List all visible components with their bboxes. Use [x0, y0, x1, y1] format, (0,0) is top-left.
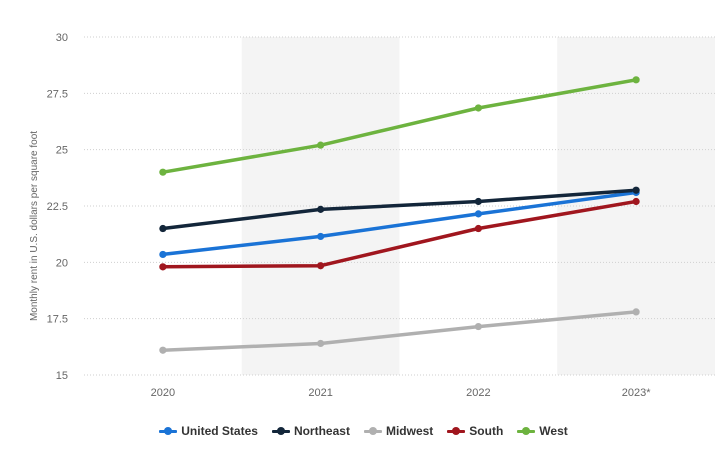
x-tick-label: 2022	[466, 387, 490, 399]
data-point-northeast	[159, 224, 167, 233]
series-line-midwest	[161, 310, 638, 352]
data-point-west	[474, 104, 482, 112]
legend-item-south[interactable]: South	[447, 424, 503, 438]
series-lines	[161, 78, 638, 352]
legend-item-midwest[interactable]: Midwest	[363, 424, 434, 438]
legend-item-united-states[interactable]: United States	[159, 424, 258, 438]
data-point-northeast	[317, 205, 325, 213]
data-point-midwest	[632, 308, 640, 316]
legend-marker	[363, 426, 382, 436]
legend-item-west[interactable]: West	[517, 424, 568, 438]
series-line-south	[161, 199, 638, 269]
data-point-midwest	[317, 339, 325, 348]
x-tick-label: 2021	[308, 387, 332, 399]
legend-label: West	[539, 424, 568, 438]
legend-label: Northeast	[293, 424, 350, 438]
y-tick-label: 30	[56, 32, 68, 44]
legend-marker	[159, 426, 178, 436]
legend-item-northeast[interactable]: Northeast	[271, 424, 350, 438]
legend: United States Northeast Midwest South We…	[0, 422, 727, 440]
x-tick-label: 2020	[151, 387, 175, 399]
data-point-united-states	[159, 250, 167, 259]
data-point-northeast	[632, 186, 640, 194]
y-axis-ticks: 15 17.5 20 22.5 25 27.5 30	[47, 32, 68, 382]
series-line-west	[161, 78, 638, 174]
y-tick-label: 27.5	[47, 88, 68, 100]
legend-label: Midwest	[385, 424, 434, 438]
y-tick-label: 22.5	[47, 201, 68, 213]
y-tick-label: 25	[56, 145, 68, 157]
data-point-united-states	[317, 232, 325, 241]
y-axis-label: Monthly rent in U.S. dollars per square …	[29, 131, 40, 321]
data-point-south	[474, 224, 482, 233]
series-line-united-states	[161, 190, 638, 257]
data-point-west	[632, 76, 640, 84]
data-point-united-states	[474, 210, 482, 218]
x-tick-label: 2023*	[622, 387, 651, 399]
data-point-midwest	[474, 322, 482, 331]
data-point-west	[159, 168, 167, 176]
data-point-south	[317, 262, 325, 270]
series-points	[159, 76, 640, 354]
data-point-northeast	[474, 197, 482, 206]
y-tick-label: 17.5	[47, 314, 68, 326]
legend-label: United States	[181, 424, 258, 438]
x-axis-ticks: 2020 2021 2022 2023*	[151, 387, 652, 399]
legend-marker	[271, 426, 290, 436]
data-point-south	[632, 197, 640, 206]
legend-marker	[447, 426, 466, 436]
legend-label: South	[469, 424, 504, 438]
legend-marker	[517, 426, 536, 436]
data-point-midwest	[159, 346, 167, 354]
series-line-northeast	[161, 188, 638, 231]
data-point-south	[159, 263, 167, 271]
y-tick-label: 20	[56, 257, 68, 269]
data-point-west	[317, 141, 325, 149]
y-tick-label: 15	[56, 370, 68, 382]
